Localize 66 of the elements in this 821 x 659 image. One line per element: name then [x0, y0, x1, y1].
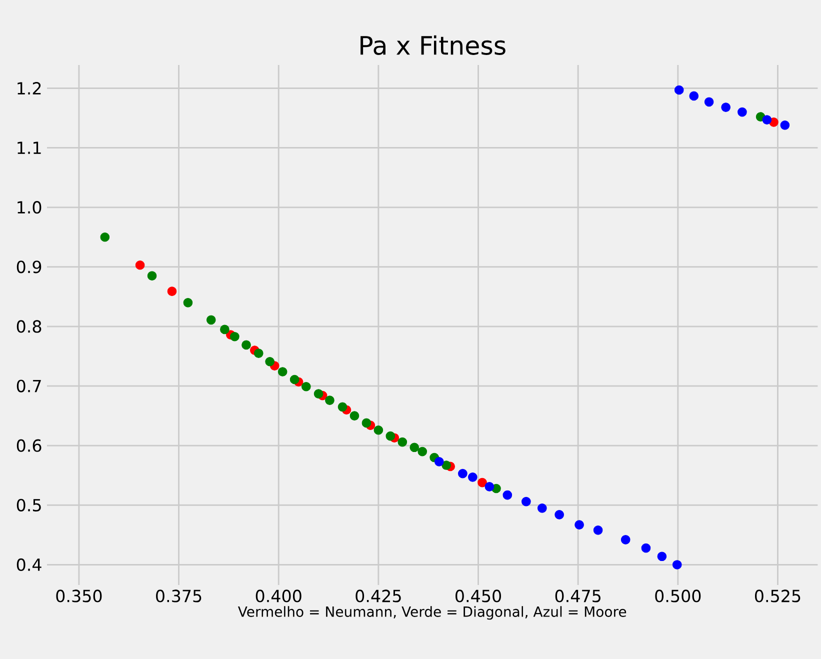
- point: [314, 389, 324, 398]
- point: [434, 457, 444, 466]
- chart-title: Pa x Fitness: [360, 35, 506, 55]
- point: [301, 382, 311, 392]
- point: [338, 402, 348, 412]
- x-tick-label: 0.350: [56, 590, 102, 602]
- y-tick-label: 0.9: [16, 260, 42, 274]
- point: [398, 437, 408, 447]
- x-tick-label: 0.475: [555, 590, 600, 602]
- point: [147, 271, 157, 281]
- y-tick-label: 1.2: [18, 82, 41, 94]
- x-tick-label: 0.450: [456, 590, 501, 602]
- point: [410, 442, 420, 452]
- point: [674, 85, 684, 95]
- x-tick-label: 0.500: [655, 590, 701, 602]
- point: [254, 348, 264, 358]
- y-tick-label: 1.0: [18, 201, 42, 214]
- y-tick-label: 0.6: [16, 439, 42, 452]
- point: [350, 411, 360, 420]
- point: [574, 520, 584, 530]
- point: [374, 425, 384, 435]
- point: [100, 232, 110, 242]
- point: [386, 431, 396, 441]
- y-tick-label: 0.8: [16, 320, 42, 333]
- point: [230, 332, 240, 342]
- point: [242, 340, 251, 350]
- point: [362, 418, 372, 428]
- point: [442, 460, 451, 470]
- y-tick-label: 0.7: [16, 380, 41, 392]
- point: [458, 468, 468, 478]
- point: [641, 543, 651, 553]
- x-axis-title: Vermelho = Neumann, Verde = Diagonal, Azul = Moore: [238, 606, 626, 620]
- point: [290, 374, 300, 384]
- point: [484, 482, 494, 492]
- x-tick-label: 0.425: [356, 590, 401, 602]
- point: [220, 324, 230, 334]
- y-tick-label: 1.1: [18, 142, 41, 154]
- point: [554, 510, 564, 520]
- point: [183, 298, 193, 308]
- x-tick-label: 0.375: [156, 590, 202, 602]
- point: [502, 490, 512, 500]
- y-tick-label: 0.5: [16, 498, 41, 512]
- point: [537, 503, 547, 513]
- point: [468, 472, 478, 482]
- point: [478, 478, 487, 488]
- point: [738, 107, 747, 117]
- point: [206, 315, 216, 325]
- point: [418, 446, 428, 456]
- point: [522, 496, 531, 506]
- point: [167, 286, 177, 296]
- point: [689, 91, 699, 101]
- point: [780, 120, 790, 130]
- point: [657, 552, 667, 562]
- point: [265, 356, 274, 366]
- point: [721, 102, 730, 112]
- point: [593, 526, 603, 535]
- point: [762, 115, 772, 124]
- x-tick-label: 0.400: [256, 590, 302, 602]
- point: [278, 367, 288, 376]
- y-tick-label: 0.4: [16, 558, 42, 572]
- point: [672, 560, 682, 570]
- point: [325, 396, 334, 406]
- point: [704, 97, 714, 107]
- x-tick-label: 0.525: [754, 590, 800, 602]
- point: [620, 535, 630, 544]
- point: [135, 260, 145, 270]
